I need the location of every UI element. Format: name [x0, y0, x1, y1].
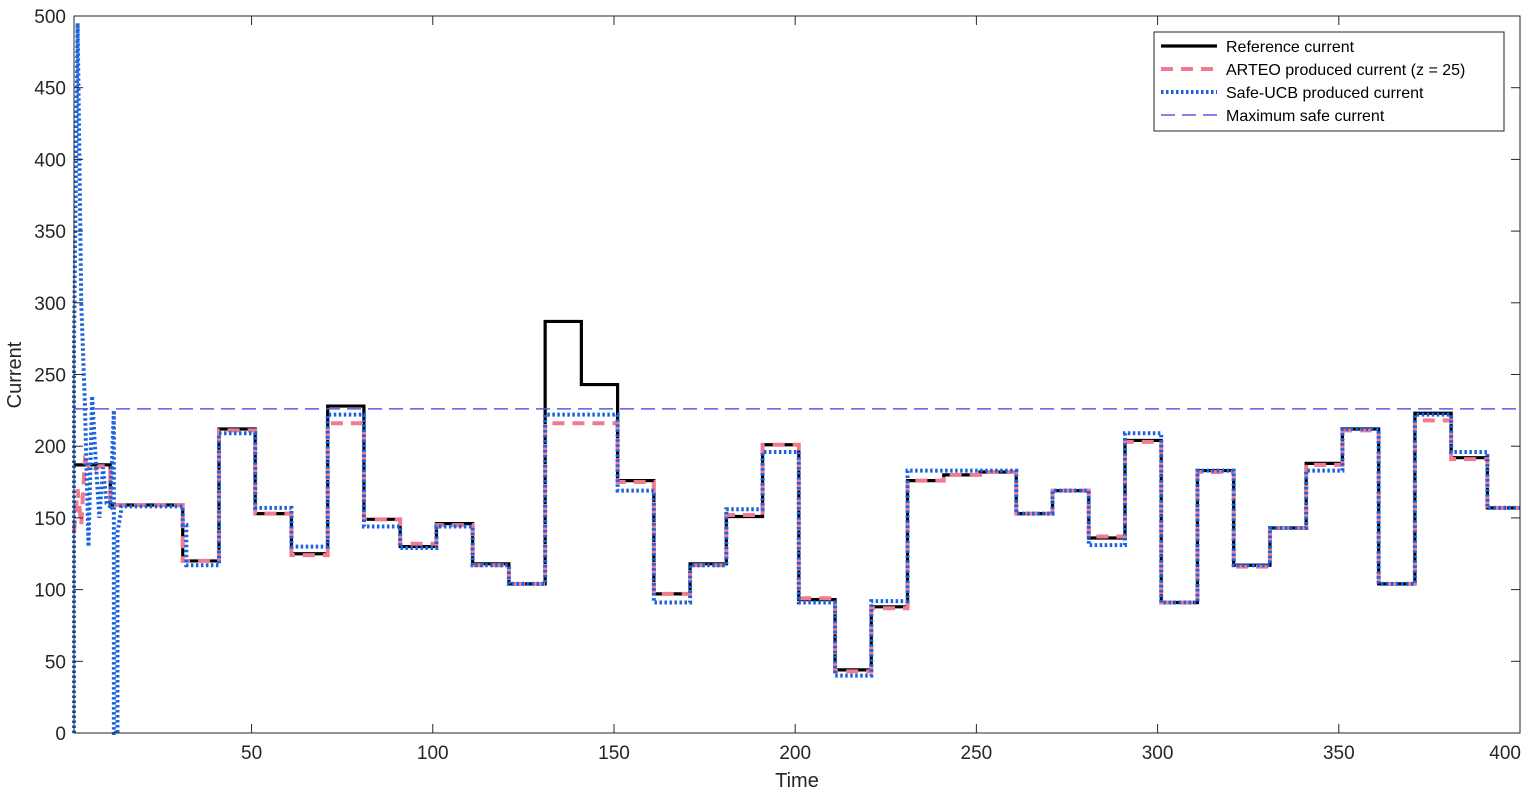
x-tick-label: 400	[1489, 743, 1521, 764]
y-tick-label: 250	[34, 366, 66, 387]
tick-layer: 50 100 150 200 250 300 350 400 0 50 100 150 200 250 30…	[34, 7, 1521, 764]
x-tick-label: 150	[598, 743, 630, 764]
y-axis-label: Current	[4, 341, 26, 408]
legend-label-reference-current: Reference current	[1226, 39, 1355, 56]
legend-label-safe-ucb-produced-current: Safe-UCB produced current	[1226, 85, 1424, 102]
legend-label-arteo-produced-current-z-25: ARTEO produced current (z = 25)	[1226, 62, 1465, 79]
series-line-arteo-produced-current-z-25	[72, 418, 1520, 674]
plot-background	[74, 16, 1520, 733]
series-layer	[72, 23, 1520, 735]
x-axis-label: Time	[775, 770, 819, 792]
y-tick-label: 450	[34, 79, 66, 100]
legend: Reference current ARTEO produced current …	[1153, 31, 1505, 132]
y-tick-label: 400	[34, 150, 66, 171]
x-tick-label: 250	[961, 743, 993, 764]
y-tick-label: 300	[34, 294, 66, 315]
x-tick-label: 50	[241, 743, 262, 764]
legend-label-maximum-safe-current: Maximum safe current	[1226, 108, 1385, 125]
y-tick-label: 500	[34, 7, 66, 28]
y-tick-label: 150	[34, 509, 66, 530]
y-tick-label: 350	[34, 222, 66, 243]
y-tick-label: 50	[45, 652, 66, 673]
x-tick-label: 100	[417, 743, 449, 764]
x-tick-label: 350	[1323, 743, 1355, 764]
x-tick-label: 200	[779, 743, 811, 764]
y-tick-label: 0	[55, 724, 66, 745]
x-tick-label: 300	[1142, 743, 1174, 764]
y-tick-label: 100	[34, 581, 66, 602]
y-tick-label: 200	[34, 437, 66, 458]
